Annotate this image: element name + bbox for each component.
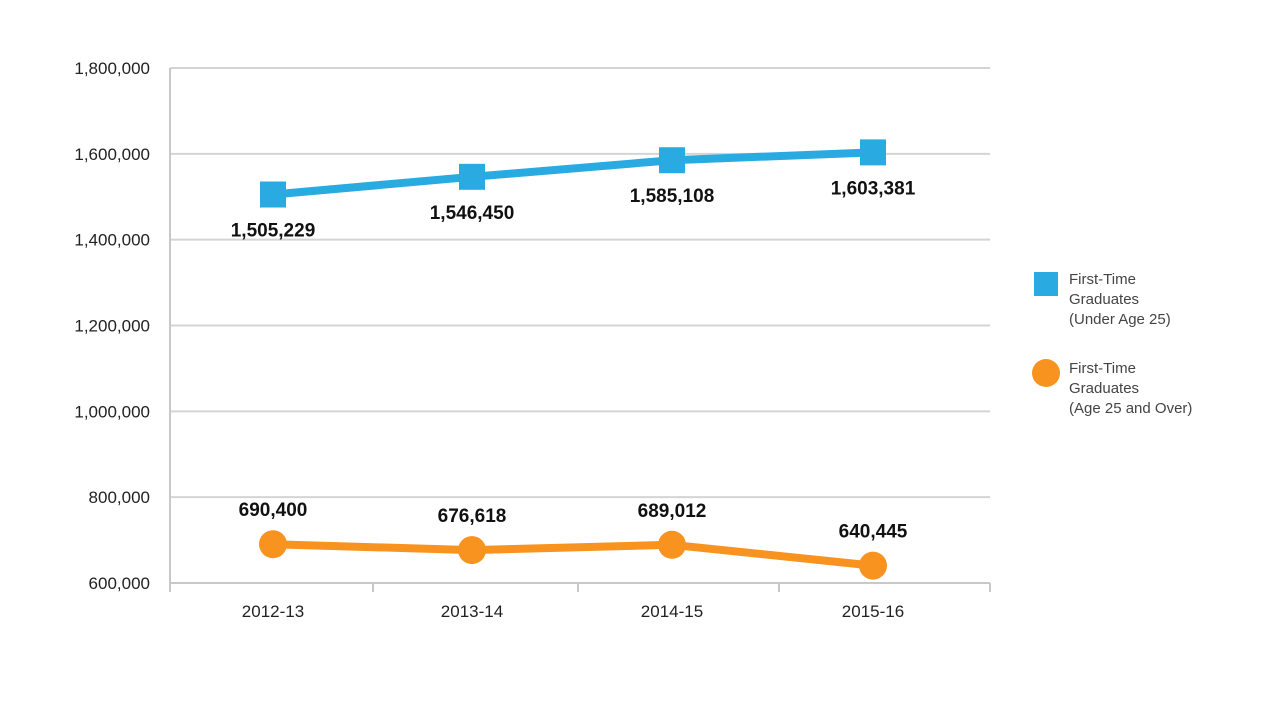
data-point-circle — [658, 530, 686, 559]
y-tick-label: 800,000 — [89, 488, 150, 507]
data-labels: 1,505,229 1,546,450 1,585,108 1,603,381 690,… — [231, 178, 916, 542]
data-label: 1,505,229 — [231, 221, 316, 242]
data-label: 1,585,108 — [630, 186, 715, 207]
axes: 600,000 800,000 1,000,000 1,200,000 1,400,00… — [74, 59, 991, 621]
data-label: 640,445 — [839, 522, 908, 543]
series-group — [259, 139, 887, 580]
data-label: 1,603,381 — [831, 178, 916, 199]
data-point-square — [860, 139, 886, 166]
legend-circle-icon — [1032, 359, 1060, 387]
y-tick-label: 600,000 — [89, 574, 150, 593]
y-tick-label: 1,200,000 — [74, 317, 150, 336]
y-tick-label: 1,400,000 — [74, 231, 150, 250]
data-point-square — [659, 147, 685, 174]
legend-label: First-Time — [1069, 360, 1136, 377]
data-label: 676,618 — [438, 506, 507, 527]
legend-square-icon — [1034, 272, 1058, 296]
gridlines — [170, 67, 990, 584]
legend-label: (Under Age 25) — [1069, 311, 1171, 328]
legend-label: Graduates — [1069, 380, 1139, 397]
legend: First-Time Graduates (Under Age 25) First-T… — [1032, 271, 1192, 417]
y-tick-label: 1,800,000 — [74, 59, 150, 78]
series-line-under25 — [269, 148, 877, 199]
legend-label: First-Time — [1069, 271, 1136, 288]
x-tick-label: 2014-15 — [641, 602, 703, 621]
data-label: 689,012 — [638, 501, 707, 522]
data-point-circle — [859, 551, 887, 580]
y-tick-label: 1,600,000 — [74, 145, 150, 164]
series-line-over25 — [269, 540, 877, 570]
data-point-square — [260, 181, 286, 208]
legend-label: (Age 25 and Over) — [1069, 400, 1192, 417]
y-tick-label: 1,000,000 — [74, 402, 150, 421]
data-point-circle — [259, 530, 287, 559]
x-tick-label: 2013-14 — [441, 602, 503, 621]
x-tick-label: 2012-13 — [242, 602, 304, 621]
legend-label: Graduates — [1069, 291, 1139, 308]
data-point-circle — [458, 536, 486, 565]
data-label: 1,546,450 — [430, 203, 515, 224]
x-tick-label: 2015-16 — [842, 602, 904, 621]
data-label: 690,400 — [239, 500, 308, 521]
data-point-square — [459, 163, 485, 190]
